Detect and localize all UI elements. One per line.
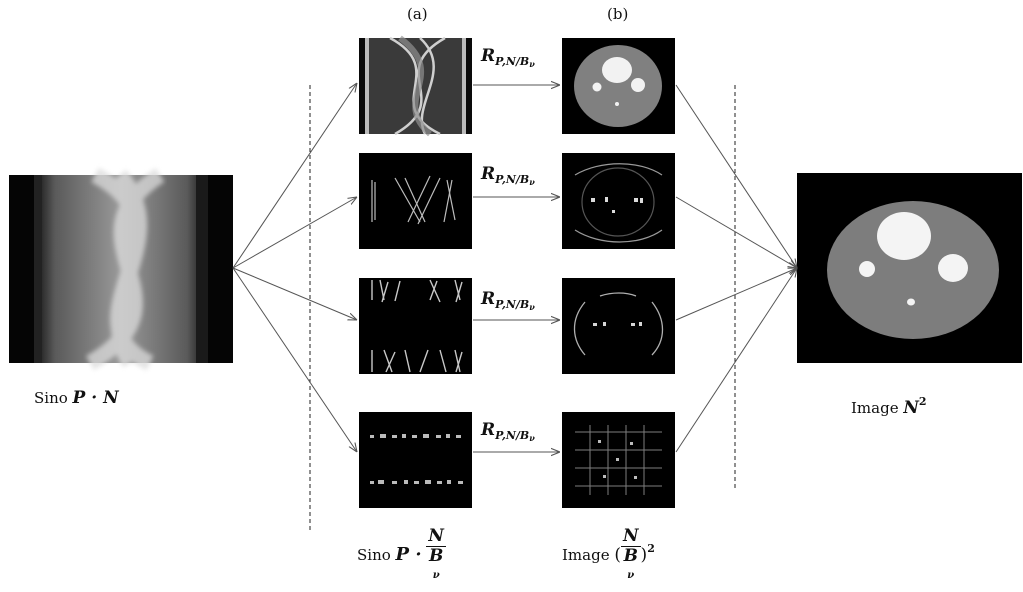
caption-image-full: Image N2 [851, 395, 927, 418]
arrow-split-3 [232, 267, 357, 320]
sinogram-a1 [359, 35, 472, 137]
operator-label-3: RP,N/Bν [481, 289, 535, 312]
arrow-split-2 [232, 197, 357, 269]
arrow-merge-3 [675, 268, 797, 321]
arrow-split-4 [232, 267, 357, 452]
sinogram-a2 [359, 153, 472, 249]
column-label-b: (b) [607, 5, 629, 23]
image-b3 [562, 278, 675, 374]
sinogram-a3 [359, 278, 472, 374]
arrow-merge-4 [675, 268, 797, 453]
operator-label-2: RP,N/Bν [481, 164, 535, 187]
image-final [797, 173, 1022, 363]
caption-sino-full: Sino P · N [34, 388, 119, 408]
image-b2 [562, 153, 675, 249]
operator-label-1: RP,N/Bν [481, 46, 535, 69]
arrow-split-1 [232, 83, 357, 269]
sinogram-full [9, 167, 233, 371]
column-label-a: (a) [407, 5, 428, 23]
arrow-merge-2 [675, 196, 797, 268]
image-b1 [562, 38, 675, 134]
image-b4 [562, 412, 675, 508]
arrow-merge-1 [675, 84, 797, 268]
sinogram-a4 [359, 412, 472, 508]
operator-label-4: RP,N/Bν [481, 420, 535, 443]
